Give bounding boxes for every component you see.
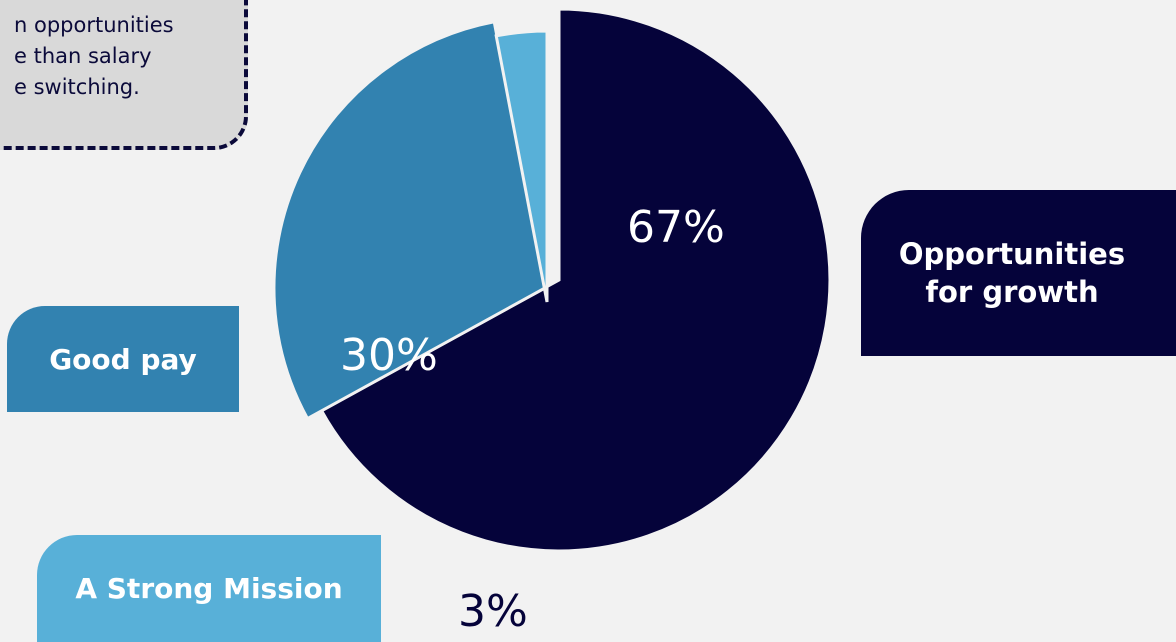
note-text: n opportunities e than salary e switchin… [14, 10, 244, 103]
value-label-good-pay: 30% [340, 330, 438, 381]
pie-slice-strong-mission [494, 29, 549, 303]
legend-label-strong-mission: A Strong Mission [37, 535, 381, 642]
note-line-3: e switching. [14, 75, 140, 99]
pie-slice-good-pay [272, 20, 547, 421]
legend-label-growth: Opportunities for growth [861, 190, 1176, 356]
pie-slice-growth [319, 7, 832, 553]
legend-label-good-pay: Good pay [7, 306, 239, 412]
note-line-1: n opportunities [14, 13, 174, 37]
legend-growth-line-2: for growth [925, 275, 1099, 309]
value-label-growth: 67% [627, 202, 725, 253]
value-label-strong-mission: 3% [458, 586, 528, 637]
note-line-2: e than salary [14, 44, 152, 68]
note-callout: n opportunities e than salary e switchin… [0, 0, 248, 150]
legend-growth-line-1: Opportunities [898, 237, 1126, 271]
